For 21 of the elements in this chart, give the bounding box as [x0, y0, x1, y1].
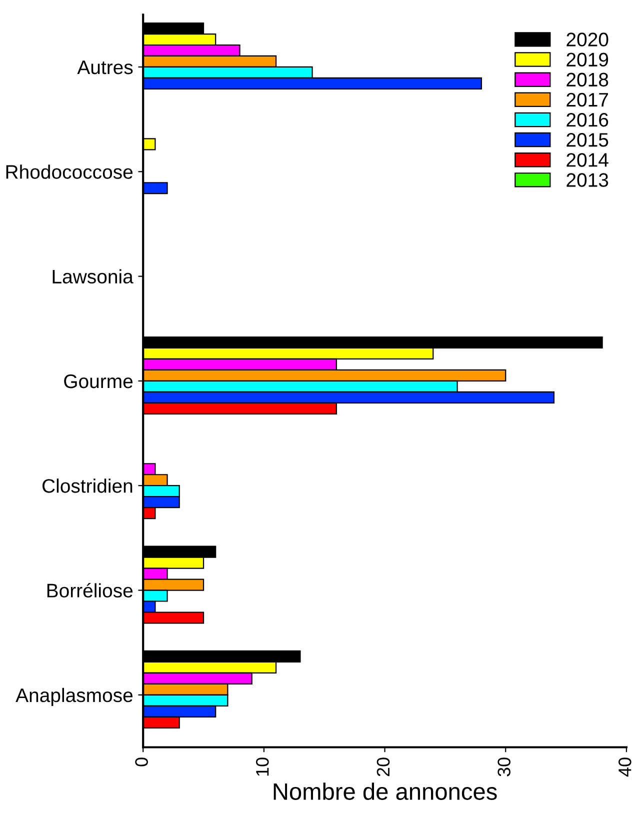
legend-label: 2019 — [566, 52, 608, 67]
x-axis-title: Nombre de annonces — [274, 782, 497, 800]
x-tick-label: 0 — [135, 758, 148, 766]
legend-label: 2017 — [566, 92, 608, 107]
legend-label: 2020 — [566, 32, 608, 46]
y-tick-label: Autres — [77, 60, 133, 74]
legend-label: 2016 — [566, 112, 608, 127]
legend-label: 2018 — [566, 72, 608, 87]
x-tick-label: 30 — [498, 758, 510, 776]
y-tick-label: Gourme — [64, 374, 133, 388]
legend-label: 2015 — [566, 133, 608, 147]
x-tick-label: 10 — [256, 758, 269, 776]
y-tick-label: Anaplasmose — [16, 688, 133, 706]
legend-label: 2013 — [566, 173, 608, 187]
y-tick-label: Clostridien — [42, 478, 132, 493]
y-tick-label: Rhodococcose — [6, 164, 133, 179]
x-tick-label: 20 — [376, 758, 390, 776]
legend-label: 2014 — [566, 153, 608, 167]
x-tick-label: 40 — [618, 758, 632, 777]
y-tick-label: Borréliose — [47, 582, 133, 598]
y-tick-label: Lawsonia — [52, 269, 134, 284]
